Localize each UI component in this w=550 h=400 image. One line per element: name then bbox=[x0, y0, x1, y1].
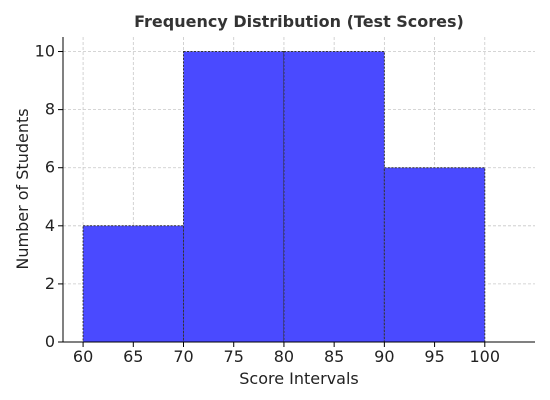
y-tick-label: 6 bbox=[45, 158, 55, 177]
y-tick-label: 4 bbox=[45, 216, 55, 235]
x-tick-label: 60 bbox=[73, 347, 93, 366]
x-axis-label: Score Intervals bbox=[239, 369, 359, 388]
x-tick-label: 90 bbox=[374, 347, 394, 366]
y-tick-label: 0 bbox=[45, 332, 55, 351]
y-ticks: 0 2 4 6 8 10 bbox=[35, 42, 63, 351]
bar-60-70 bbox=[82, 225, 185, 343]
x-ticks: 60 65 70 75 80 85 90 95 100 bbox=[73, 342, 500, 366]
y-tick-label: 2 bbox=[45, 274, 55, 293]
chart-title: Frequency Distribution (Test Scores) bbox=[134, 12, 464, 31]
x-tick-label: 70 bbox=[173, 347, 193, 366]
y-axis-label: Number of Students bbox=[13, 108, 32, 269]
bar-80-90 bbox=[283, 51, 385, 343]
x-tick-label: 100 bbox=[470, 347, 501, 366]
bar-70-80 bbox=[183, 51, 285, 343]
x-tick-label: 95 bbox=[424, 347, 444, 366]
y-tick-label: 10 bbox=[35, 42, 55, 61]
y-tick-label: 8 bbox=[45, 100, 55, 119]
x-tick-label: 75 bbox=[224, 347, 244, 366]
x-tick-label: 65 bbox=[123, 347, 143, 366]
axes bbox=[62, 37, 535, 343]
bar-90-100 bbox=[383, 167, 486, 343]
bars bbox=[82, 51, 486, 343]
x-tick-label: 85 bbox=[324, 347, 344, 366]
x-tick-label: 80 bbox=[274, 347, 294, 366]
